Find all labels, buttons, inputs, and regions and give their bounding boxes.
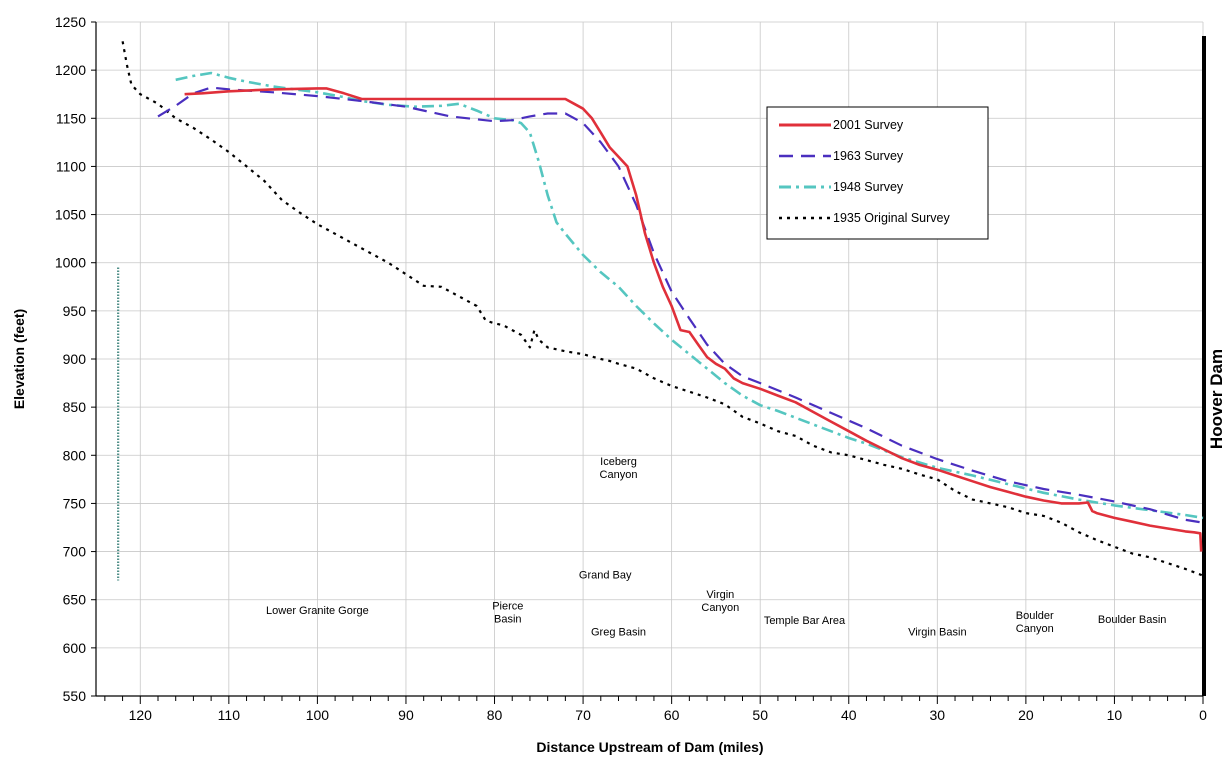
x-tick-label: 110 [218, 707, 241, 723]
region-label: Pierce Basin [492, 600, 523, 625]
axes: 5506006507007508008509009501000105011001… [55, 14, 1207, 723]
x-tick-label: 20 [1018, 707, 1034, 723]
x-tick-label: 30 [930, 707, 946, 723]
x-tick-label: 0 [1199, 707, 1207, 723]
y-tick-label: 1200 [55, 62, 86, 78]
region-label: Boulder Canyon [1016, 610, 1054, 635]
y-tick-label: 600 [63, 640, 87, 656]
x-tick-label: 60 [664, 707, 680, 723]
region-label: Virgin Canyon [701, 589, 739, 614]
legend-label: 1948 Survey [833, 180, 904, 194]
y-tick-label: 1150 [56, 110, 86, 126]
x-axis-title: Distance Upstream of Dam (miles) [536, 739, 763, 755]
series-line-2001-survey [184, 87, 1203, 552]
region-label: Greg Basin [591, 626, 646, 638]
x-tick-label: 70 [575, 707, 591, 723]
legend-label: 1963 Survey [833, 149, 904, 163]
x-tick-label: 10 [1107, 707, 1123, 723]
y-tick-label: 700 [63, 544, 87, 560]
y-tick-label: 850 [63, 399, 87, 415]
x-tick-label: 120 [129, 707, 153, 723]
y-tick-label: 1000 [55, 255, 86, 271]
region-label: Grand Bay [579, 570, 632, 582]
x-tick-label: 40 [841, 707, 857, 723]
y-tick-label: 950 [63, 303, 87, 319]
y-tick-label: 550 [63, 688, 87, 704]
y-tick-label: 1100 [56, 158, 86, 174]
y-tick-label: 650 [63, 592, 87, 608]
series-line-1935-original-survey [121, 41, 1204, 577]
y-tick-label: 800 [63, 447, 87, 463]
region-annotations: Lower Granite Gorge Pierce Basin Grand Bay I… [266, 456, 1166, 638]
series-line-1948-survey [175, 71, 1204, 520]
x-tick-label: 80 [487, 707, 503, 723]
region-label: Temple Bar Area [764, 615, 846, 627]
region-label: Iceberg Canyon [600, 456, 638, 481]
x-tick-label: 50 [752, 707, 768, 723]
legend: 2001 Survey 1963 Survey 1948 Survey 1935 Or… [766, 106, 989, 240]
legend-label: 1935 Original Survey [833, 211, 950, 225]
series-lines [121, 41, 1204, 577]
series-line-1963-survey [157, 86, 1204, 524]
y-tick-label: 750 [63, 495, 87, 511]
region-label: Lower Granite Gorge [266, 605, 369, 617]
y-tick-label: 1250 [55, 14, 86, 30]
region-label: Boulder Basin [1098, 614, 1167, 626]
x-tick-label: 90 [398, 707, 414, 723]
region-label: Virgin Basin [908, 626, 967, 638]
legend-label: 2001 Survey [833, 118, 904, 132]
y-tick-label: 1050 [55, 207, 86, 223]
y-axis-title: Elevation (feet) [11, 309, 27, 409]
dam-label: Hoover Dam [1207, 349, 1226, 449]
gridlines [96, 21, 1204, 697]
y-tick-label: 900 [63, 351, 87, 367]
x-tick-label: 100 [306, 707, 330, 723]
